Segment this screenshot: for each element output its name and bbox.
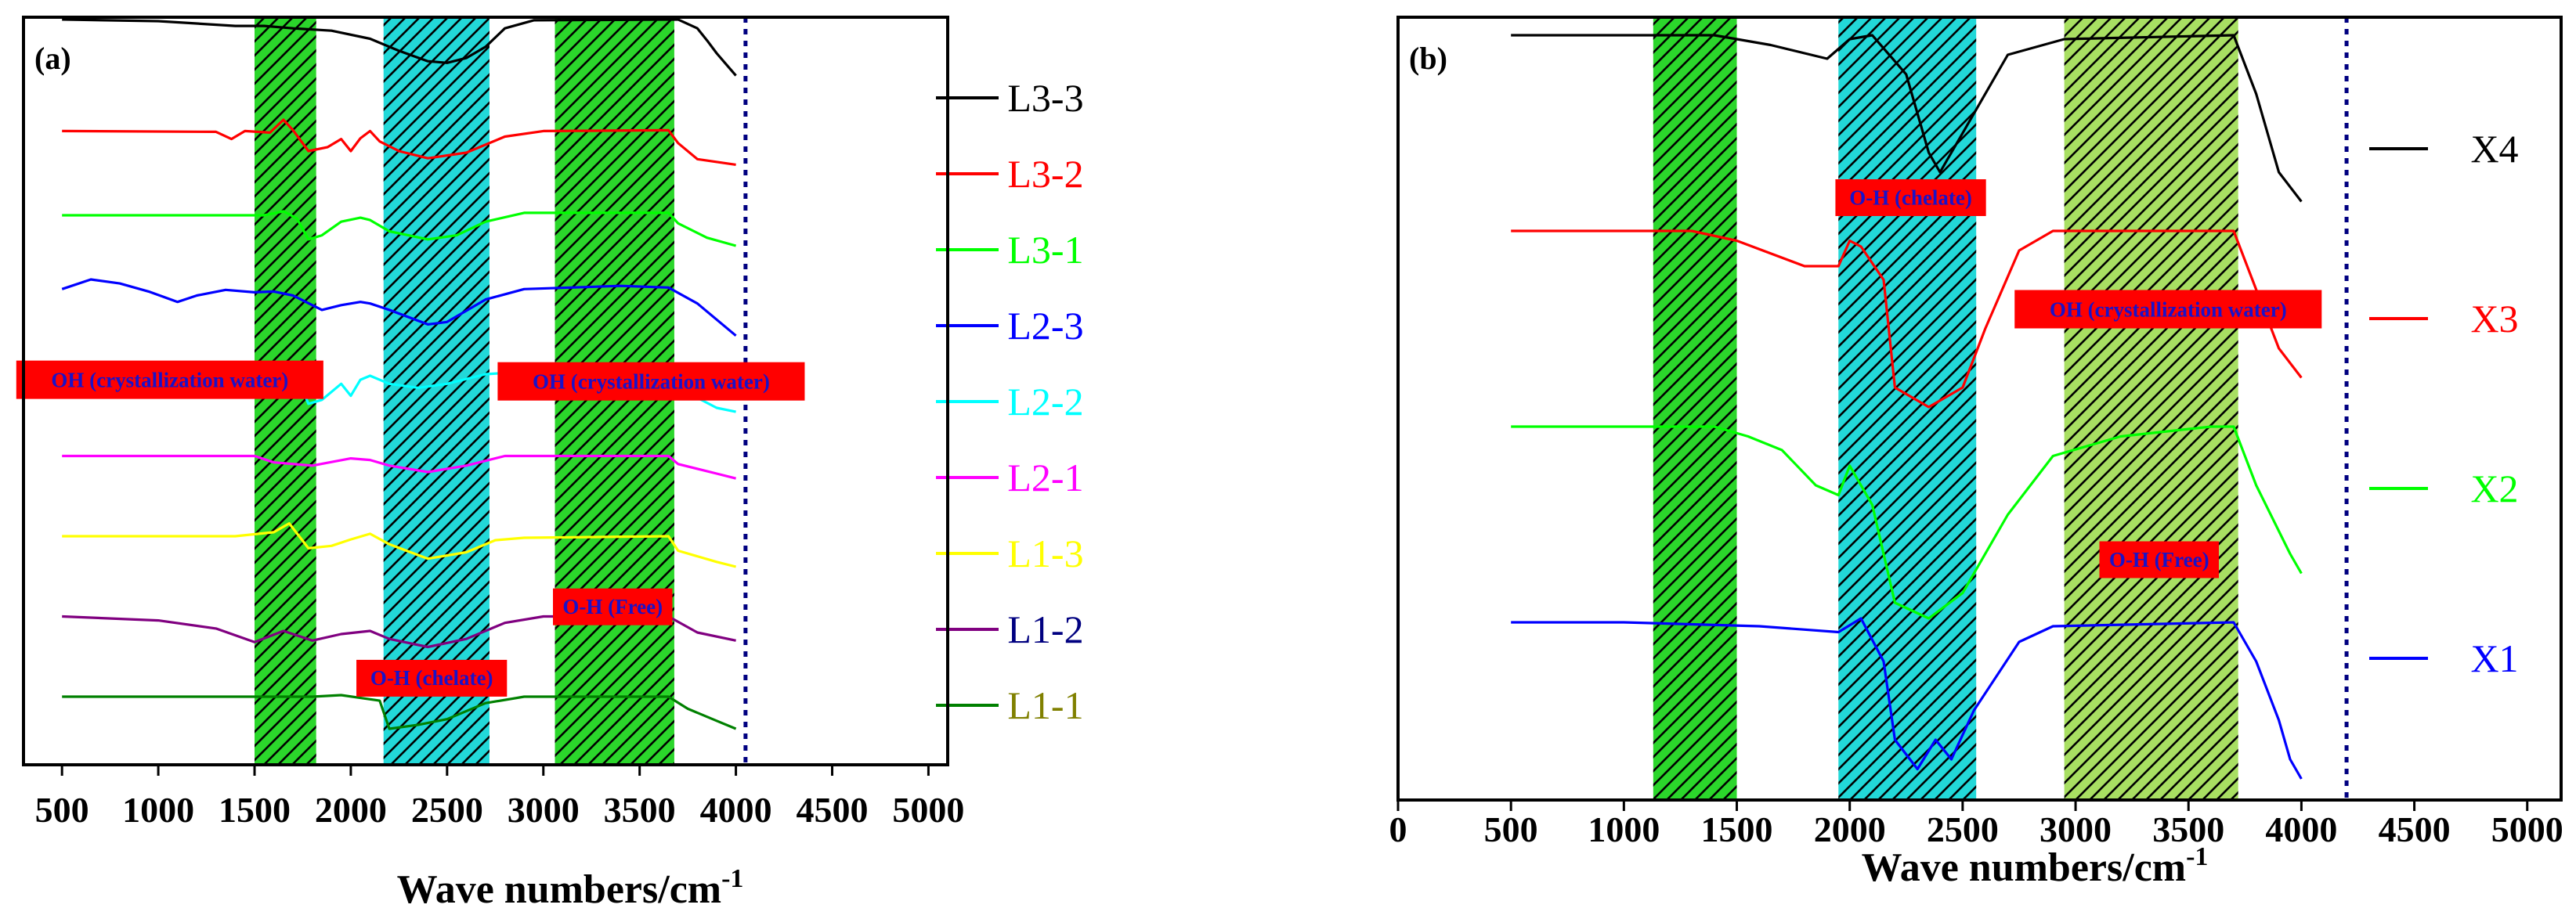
x-tick-label-1000: 1000 — [122, 790, 194, 830]
x-tick-label-3000: 3000 — [2039, 809, 2112, 849]
series-line-L1-1 — [62, 694, 737, 730]
band-label-box-4 — [356, 659, 508, 697]
x-tick-label-500: 500 — [1484, 809, 1538, 849]
band-hatch-2 — [1838, 18, 1977, 799]
series-line-L2-1 — [62, 454, 736, 480]
series-line-L3-2 — [62, 118, 736, 166]
x-tick-label-3500: 3500 — [604, 790, 676, 830]
legend-label-L1-1: L1-1 — [1007, 683, 1083, 727]
band-label-box-2 — [1835, 179, 1986, 216]
x-tick-label-4000: 4000 — [700, 790, 772, 830]
band-label-1: OH (crystallization water) — [51, 369, 288, 392]
band-label-box-3 — [2014, 290, 2322, 329]
x-tick-label-5000: 5000 — [892, 790, 964, 830]
x-tick-label-4500: 4500 — [797, 790, 869, 830]
band-label-box-3 — [553, 588, 673, 625]
band-label-box-1 — [16, 360, 323, 399]
legend-label-X4: X4 — [2470, 127, 2518, 171]
series-line-L3-1 — [62, 210, 737, 247]
series-line-L1-3 — [62, 521, 736, 568]
x-tick-label-4500: 4500 — [2379, 809, 2451, 849]
x-axis-title-superscript: -1 — [2186, 842, 2208, 871]
band-label-4: O-H (Free) — [2109, 548, 2209, 571]
band-label-2: O-H (chelate) — [1849, 186, 1972, 209]
band-label-3: OH (crystallization water) — [2050, 297, 2287, 321]
x-tick-label-2500: 2500 — [1927, 809, 1999, 849]
x-tick-label-2500: 2500 — [411, 790, 483, 830]
legend-label-L2-2: L2-2 — [1007, 380, 1083, 423]
x-tick-label-0: 0 — [1389, 809, 1407, 849]
band-label-4: O-H (chelate) — [370, 666, 493, 690]
series-line-L3-3 — [62, 18, 737, 77]
legend-label-X1: X1 — [2470, 636, 2518, 680]
legend-label-L1-2: L1-2 — [1007, 607, 1083, 651]
plot-frame — [1396, 16, 2563, 802]
legend-label-L2-1: L2-1 — [1007, 456, 1083, 499]
series-line-X2 — [1511, 425, 2303, 620]
panel-label: (a) — [34, 41, 71, 76]
series-line-X4 — [1511, 34, 2303, 203]
band-label-2: OH (crystallization water) — [533, 370, 770, 394]
band-hatch-3 — [2064, 18, 2238, 799]
x-tick-label-4000: 4000 — [2265, 809, 2337, 849]
panel-a: OH (crystallization water) OH (crystalliz… — [16, 16, 1084, 912]
x-axis-title: Wave numbers/cm-1 — [1862, 842, 2209, 890]
x-tick-label-1500: 1500 — [219, 790, 291, 830]
panel-label: (b) — [1409, 41, 1447, 76]
legend-label-L2-3: L2-3 — [1007, 304, 1083, 348]
x-tick-label-500: 500 — [35, 790, 89, 830]
x-axis-title-superscript: -1 — [721, 864, 743, 893]
x-axis-title-text: Wave numbers/cm — [1862, 845, 2187, 890]
series-line-L2-3 — [61, 278, 737, 337]
x-tick-label-2000: 2000 — [1814, 809, 1886, 849]
legend-label-L3-2: L3-2 — [1007, 152, 1083, 196]
band-label-box-4 — [2099, 541, 2219, 578]
x-tick-label-1000: 1000 — [1588, 809, 1660, 849]
x-axis-title-text: Wave numbers/cm — [397, 867, 722, 912]
band-hatch-2 — [383, 18, 490, 764]
legend-label-L1-3: L1-3 — [1007, 532, 1083, 575]
series-line-X3 — [1511, 229, 2303, 409]
x-tick-label-2000: 2000 — [315, 790, 387, 830]
legend-label-X2: X2 — [2470, 467, 2518, 510]
band-hatch-1 — [1653, 18, 1737, 799]
band-label-3: O-H (Free) — [562, 595, 663, 618]
x-axis-title: Wave numbers/cm-1 — [397, 864, 744, 912]
x-tick-label-5000: 5000 — [2491, 809, 2563, 849]
legend-label-L3-3: L3-3 — [1007, 76, 1083, 120]
plot-frame — [22, 16, 949, 766]
plot-area — [1398, 17, 2561, 800]
x-tick-label-1500: 1500 — [1701, 809, 1773, 849]
panel-b: OH (crystallization water) O-H (chelate) O… — [1389, 16, 2563, 890]
band-label-box-2 — [497, 362, 805, 401]
x-tick-label-3000: 3000 — [508, 790, 580, 830]
series-line-X1 — [1511, 617, 2303, 780]
legend-label-L3-1: L3-1 — [1007, 228, 1083, 272]
legend-label-X3: X3 — [2470, 297, 2518, 341]
x-tick-label-3500: 3500 — [2152, 809, 2224, 849]
